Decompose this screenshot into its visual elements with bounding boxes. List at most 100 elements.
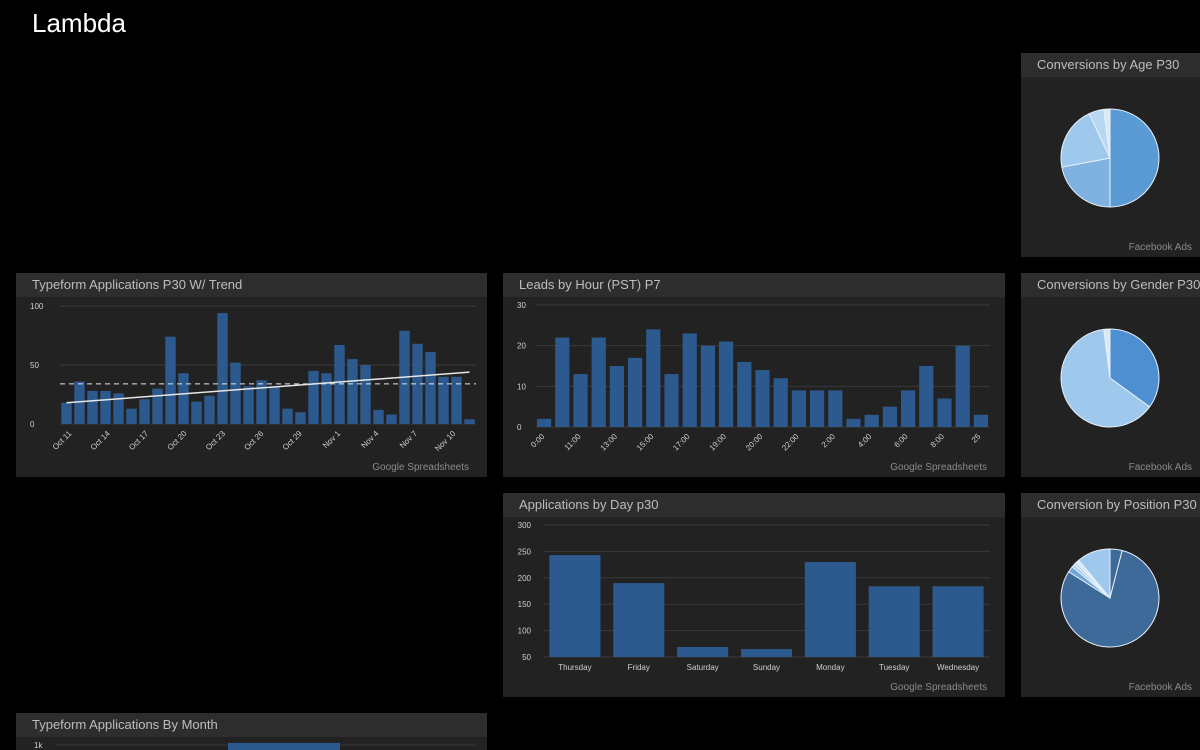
panel-applications-by-day[interactable]: Applications by Day p30 50 100 150 200 250 30… bbox=[503, 493, 1005, 697]
y-tick-label: 100 bbox=[518, 627, 532, 636]
panel-typeform-applications-by-month[interactable]: Typeform Applications By Month 1k bbox=[16, 713, 487, 750]
x-tick-label: 22:00 bbox=[780, 432, 801, 453]
x-tick-label: 11:00 bbox=[563, 432, 583, 452]
panel-conversions-by-gender[interactable]: Conversions by Gender P30 Facebook Ads bbox=[1021, 273, 1200, 477]
y-tick-label: 300 bbox=[518, 521, 532, 530]
y-tick-label: 30 bbox=[517, 301, 526, 310]
conversions-by-gender-chart bbox=[1060, 328, 1160, 428]
bar bbox=[308, 370, 319, 424]
panel-conversion-by-position[interactable]: Conversion by Position P30 Facebook Ads bbox=[1021, 493, 1200, 697]
panel-title: Leads by Hour (PST) P7 bbox=[503, 273, 1005, 297]
applications-by-day-chart: 50 100 150 200 250 300 Thursday Friday Saturday S… bbox=[518, 521, 990, 672]
x-tick-label: 0:00 bbox=[529, 432, 547, 450]
bar bbox=[256, 380, 267, 424]
x-tick-label: 25 bbox=[970, 432, 983, 445]
x-tick-label: 8:00 bbox=[929, 432, 947, 450]
bar bbox=[334, 344, 345, 424]
source-label: Google Spreadsheets bbox=[890, 682, 987, 693]
bar bbox=[425, 352, 436, 424]
bar bbox=[973, 414, 988, 427]
pie-slice bbox=[1109, 328, 1160, 408]
panel-typeform-applications-trend[interactable]: Typeform Applications P30 W/ Trend 0 50 10… bbox=[16, 273, 487, 477]
panel-title: Conversions by Gender P30 bbox=[1021, 273, 1200, 297]
bar bbox=[269, 386, 280, 424]
x-tick-label: Oct 11 bbox=[51, 429, 74, 452]
x-tick-label: 4:00 bbox=[856, 432, 874, 450]
bar bbox=[613, 583, 665, 657]
panel-conversions-by-age[interactable]: Conversions by Age P30 Facebook Ads bbox=[1021, 53, 1200, 257]
bar bbox=[740, 649, 793, 657]
x-tick-label: 13:00 bbox=[599, 432, 620, 453]
page-title: Lambda bbox=[32, 8, 126, 38]
bar bbox=[204, 395, 215, 424]
bar bbox=[628, 357, 643, 427]
panel-title: Typeform Applications By Month bbox=[16, 713, 487, 737]
source-label: Google Spreadsheets bbox=[890, 462, 987, 473]
bar bbox=[677, 646, 729, 657]
y-tick-label: 150 bbox=[518, 600, 532, 609]
x-tick-label: Friday bbox=[628, 663, 650, 672]
source-label: Facebook Ads bbox=[1128, 242, 1192, 253]
bar bbox=[609, 366, 624, 427]
y-tick-label: 0 bbox=[30, 420, 35, 429]
bar bbox=[438, 376, 449, 424]
bar bbox=[191, 401, 202, 424]
conversion-by-position-chart bbox=[1060, 548, 1160, 648]
x-tick-label: 19:00 bbox=[708, 432, 729, 453]
bar bbox=[719, 341, 734, 427]
conversions-by-age-chart bbox=[1060, 108, 1160, 208]
bar bbox=[591, 337, 606, 427]
bar bbox=[74, 381, 85, 424]
bar bbox=[828, 390, 843, 427]
bar bbox=[451, 376, 462, 424]
bar bbox=[178, 373, 189, 424]
bar bbox=[100, 390, 111, 424]
pie-slice bbox=[1060, 328, 1151, 428]
source-label: Facebook Ads bbox=[1128, 462, 1192, 473]
bar bbox=[321, 373, 332, 424]
bar bbox=[737, 361, 752, 427]
x-tick-label: Oct 26 bbox=[242, 429, 265, 452]
bar bbox=[230, 362, 241, 424]
bar bbox=[932, 586, 984, 657]
bar bbox=[804, 561, 856, 657]
bar bbox=[126, 408, 137, 424]
bar bbox=[282, 408, 293, 424]
bar bbox=[295, 412, 306, 424]
y-tick-label: 1k bbox=[34, 741, 43, 750]
x-tick-label: Nov 1 bbox=[321, 429, 343, 451]
bar bbox=[700, 345, 715, 427]
y-tick-label: 200 bbox=[518, 574, 532, 583]
bar bbox=[864, 414, 879, 427]
panel-title: Conversion by Position P30 bbox=[1021, 493, 1200, 517]
x-tick-label: Oct 23 bbox=[204, 429, 227, 452]
x-tick-label: Oct 20 bbox=[166, 429, 189, 452]
bar bbox=[791, 390, 806, 427]
x-tick-label: 20:00 bbox=[744, 432, 765, 453]
bar bbox=[347, 359, 358, 424]
panel-title: Conversions by Age P30 bbox=[1021, 53, 1200, 77]
y-tick-label: 0 bbox=[517, 423, 522, 432]
bar bbox=[537, 418, 552, 427]
x-tick-label: Oct 14 bbox=[89, 429, 112, 452]
bar bbox=[937, 398, 952, 427]
bar bbox=[810, 390, 825, 427]
pie-slice bbox=[1109, 108, 1160, 208]
bar bbox=[773, 378, 788, 427]
pie-slice bbox=[1061, 157, 1111, 208]
bar bbox=[373, 409, 384, 424]
panel-title: Applications by Day p30 bbox=[503, 493, 1005, 517]
bar bbox=[882, 406, 897, 427]
panel-leads-by-hour[interactable]: Leads by Hour (PST) P7 0 10 20 30 0:00 11:00 1… bbox=[503, 273, 1005, 477]
typeform-applications-trend-chart: 0 50 100 Oct 11 Oct 14 Oct 17 Oct 20 Oct 23 Oct … bbox=[30, 302, 476, 453]
bar bbox=[139, 399, 150, 424]
bar bbox=[555, 337, 570, 427]
typeform-applications-by-month-chart: 1k bbox=[34, 741, 476, 750]
bar bbox=[61, 402, 72, 424]
bar bbox=[87, 390, 98, 424]
bar bbox=[464, 419, 475, 424]
x-tick-label: 2:00 bbox=[820, 432, 838, 450]
y-tick-label: 250 bbox=[518, 547, 532, 556]
bar bbox=[386, 414, 397, 424]
bar bbox=[243, 386, 254, 424]
